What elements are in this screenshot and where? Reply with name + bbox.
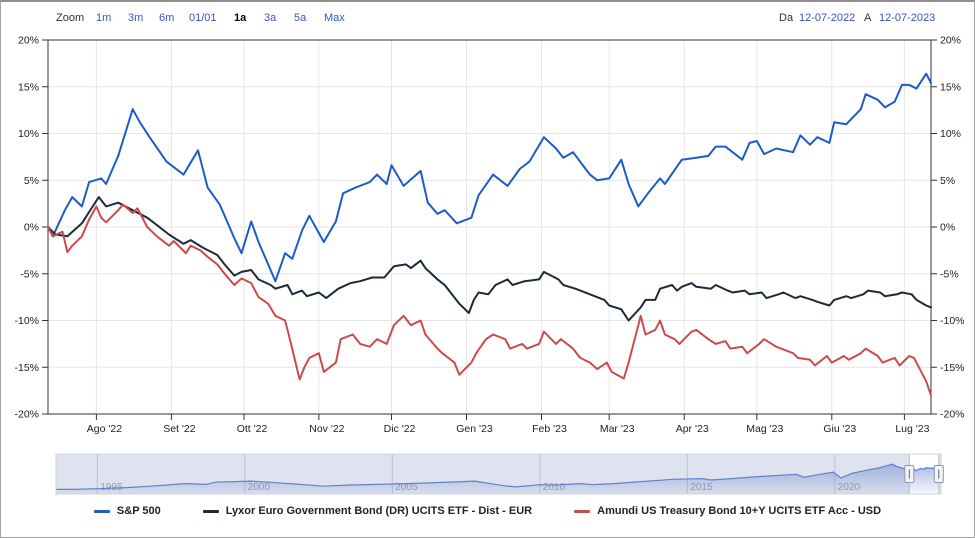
y-axis-label-right: -10% <box>940 315 965 327</box>
y-axis-label-right: 15% <box>940 81 961 93</box>
zoom-range-3m[interactable]: 3m <box>128 12 144 24</box>
zoom-range-3a[interactable]: 3a <box>264 12 277 24</box>
x-axis-label: Mar '23 <box>600 423 635 435</box>
y-axis-label-left: 15% <box>18 81 39 93</box>
series-line-sp500 <box>47 72 932 283</box>
series-line-amundi-us-treasury <box>47 203 932 397</box>
zoom-range-5a[interactable]: 5a <box>294 12 307 24</box>
chart-toolbar: Zoom Da 12-07-2022 A 12-07-2023 1m 3m 6m 01… <box>1 2 974 32</box>
y-axis-label-left: 20% <box>18 35 39 47</box>
date-to-input[interactable]: 12-07-2023 <box>879 12 936 24</box>
y-axis-label-right: -5% <box>940 268 959 280</box>
x-axis-label: Nov '22 <box>309 423 344 435</box>
navigator-line <box>56 463 939 490</box>
y-axis-label-left: 0% <box>24 222 39 234</box>
legend-item-amundi-us-treasury[interactable]: Amundi US Treasury Bond 10+Y UCITS ETF A… <box>574 505 881 517</box>
navigator-year-label: 1995 <box>100 482 123 493</box>
legend-item-lyxor-euro-gov-bond[interactable]: Lyxor Euro Government Bond (DR) UCITS ET… <box>202 505 533 517</box>
legend-swatch-lyxor-euro-gov-bond <box>202 509 219 513</box>
x-axis-label: Set '22 <box>163 423 196 435</box>
zoom-range-01-01[interactable]: 01/01 <box>189 12 217 24</box>
y-axis-label-left: -15% <box>14 362 39 374</box>
zoom-label: Zoom <box>56 12 85 24</box>
legend-item-sp500[interactable]: S&P 500 <box>93 505 161 517</box>
y-axis-label-right: -20% <box>940 409 965 421</box>
x-axis-label: Dic '22 <box>384 423 416 435</box>
series-line-lyxor-euro-gov-bond <box>47 196 932 322</box>
y-axis-label-left: 10% <box>18 128 39 140</box>
zoom-range-1m[interactable]: 1m <box>96 12 112 24</box>
y-axis-label-right: 10% <box>940 128 961 140</box>
navigator: 199520002005201020152020 <box>55 453 944 495</box>
legend-label: Lyxor Euro Government Bond (DR) UCITS ET… <box>225 505 533 517</box>
legend-swatch-sp500 <box>93 509 110 513</box>
x-axis-label: Apr '23 <box>676 423 709 435</box>
navigator-area <box>56 464 939 494</box>
navigator-handle-right[interactable] <box>933 465 944 483</box>
y-axis-label-left: -5% <box>20 268 39 280</box>
zoom-range-6m[interactable]: 6m <box>159 12 175 24</box>
date-from-label: Da <box>779 12 794 24</box>
x-axis-label: Feb '23 <box>532 423 567 435</box>
x-axis-label: Mag '23 <box>746 423 783 435</box>
y-axis-label-right: 0% <box>940 222 955 234</box>
chart-legend: S&P 500 Lyxor Euro Government Bond (DR) U… <box>1 505 974 517</box>
navigator-mask-left[interactable] <box>56 454 910 494</box>
y-axis-label-right: 20% <box>940 35 961 47</box>
x-axis-label: Ott '22 <box>237 423 268 435</box>
y-axis-label-left: -20% <box>14 409 39 421</box>
navigator-handle-left[interactable] <box>904 465 915 483</box>
axes: 20% 20% 15% 15% 10% 10% 5% 5% 0% 0% -5% -5% -10% -10%… <box>14 35 964 436</box>
zoom-range-max[interactable]: Max <box>324 12 345 24</box>
x-axis-label: Lug '23 <box>895 423 929 435</box>
legend-label: Amundi US Treasury Bond 10+Y UCITS ETF A… <box>597 505 882 517</box>
date-to-label: A <box>864 12 872 24</box>
y-axis-label-right: 5% <box>940 175 955 187</box>
legend-label: S&P 500 <box>116 505 161 517</box>
y-axis-label-left: 5% <box>24 175 39 187</box>
x-axis-label: Gen '23 <box>456 423 493 435</box>
legend-swatch-amundi-us-treasury <box>574 509 591 513</box>
x-axis-label: Giu '23 <box>823 423 856 435</box>
date-from-input[interactable]: 12-07-2022 <box>799 12 856 24</box>
y-axis-label-right: -15% <box>940 362 965 374</box>
y-axis-label-left: -10% <box>14 315 39 327</box>
zoom-range-1a[interactable]: 1a <box>234 12 247 24</box>
x-axis-label: Ago '22 <box>87 423 122 435</box>
